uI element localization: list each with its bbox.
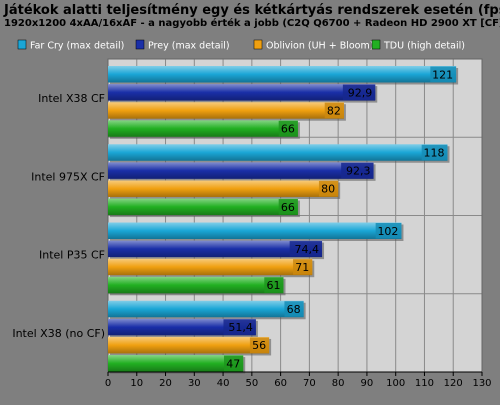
legend: Far Cry (max detail) Prey (max detail) Obl… bbox=[17, 39, 465, 52]
bar bbox=[108, 66, 457, 83]
x-axis: 0 10 20 30 40 50 60 70 80 90 100 110 120 130 bbox=[105, 371, 492, 389]
bar bbox=[108, 336, 270, 354]
chart-subtitle: 1920x1200 4xAA/16xAF - a nagyobb érték a… bbox=[4, 17, 500, 29]
data-label: 102 bbox=[377, 225, 398, 238]
x-tick-label: 100 bbox=[386, 378, 405, 389]
category-label: Intel X38 (no CF) bbox=[12, 327, 105, 340]
data-label: 61 bbox=[266, 279, 280, 292]
bar bbox=[108, 222, 402, 239]
data-label: 92,3 bbox=[346, 165, 371, 178]
legend-swatch bbox=[253, 39, 263, 50]
x-tick-label: 90 bbox=[361, 378, 374, 389]
data-label-bg bbox=[293, 259, 313, 275]
bars: 121 92,9 82 66 118 92,3 80 66 102 74,4 71 61 68 51,4 5… bbox=[108, 66, 459, 374]
data-label: 118 bbox=[423, 147, 444, 160]
category-label: Intel X38 CF bbox=[38, 92, 105, 105]
data-label-bg bbox=[278, 199, 298, 215]
legend-label: Prey (max detail) bbox=[148, 41, 230, 52]
data-label: 68 bbox=[287, 303, 301, 316]
data-label: 71 bbox=[295, 261, 309, 274]
data-label: 121 bbox=[432, 68, 453, 81]
legend-label: Far Cry (max detail) bbox=[30, 41, 124, 52]
bar bbox=[108, 102, 344, 119]
bar bbox=[108, 198, 298, 216]
x-tick-label: 80 bbox=[332, 378, 345, 389]
data-label-bg bbox=[375, 223, 402, 239]
x-tick-label: 70 bbox=[303, 378, 316, 389]
bar bbox=[108, 318, 256, 336]
x-tick-label: 20 bbox=[159, 378, 172, 389]
x-tick-label: 110 bbox=[415, 378, 434, 389]
data-label-bg bbox=[289, 241, 323, 257]
data-label: 74,4 bbox=[295, 243, 320, 256]
category-labels: Intel X38 CF Intel 975X CF Intel P35 CF Int… bbox=[12, 92, 105, 340]
x-tick-label: 40 bbox=[217, 378, 230, 389]
x-tick-label: 10 bbox=[130, 378, 143, 389]
data-label: 80 bbox=[321, 183, 335, 196]
legend-label: Oblivion (UH + Bloom) bbox=[266, 41, 373, 52]
bar bbox=[108, 258, 313, 276]
bar bbox=[108, 84, 376, 101]
bar bbox=[108, 276, 284, 294]
bar bbox=[108, 180, 339, 197]
data-label-bg bbox=[430, 66, 457, 82]
data-label-bg bbox=[341, 162, 374, 179]
bar bbox=[108, 300, 304, 318]
data-label-bg bbox=[223, 319, 256, 335]
data-label-bg bbox=[224, 355, 244, 372]
legend-swatch bbox=[17, 39, 27, 50]
bar bbox=[108, 120, 298, 137]
bar bbox=[108, 162, 374, 179]
data-label-bg bbox=[284, 301, 304, 317]
legend-swatch bbox=[135, 39, 145, 50]
bar bbox=[108, 355, 244, 372]
x-tick-label: 50 bbox=[245, 378, 258, 389]
legend-swatch bbox=[371, 39, 381, 50]
data-label-bg bbox=[342, 84, 376, 101]
data-label-bg bbox=[318, 180, 339, 197]
category-label: Intel 975X CF bbox=[31, 170, 105, 183]
data-label: 66 bbox=[281, 123, 295, 136]
data-label-bg bbox=[264, 277, 284, 293]
data-label: 56 bbox=[252, 339, 266, 352]
data-label-bg bbox=[324, 102, 344, 119]
data-label: 92,9 bbox=[348, 86, 373, 99]
data-label-bg bbox=[421, 144, 448, 161]
data-label: 66 bbox=[281, 201, 295, 214]
bar bbox=[108, 144, 448, 161]
x-tick-label: 0 bbox=[105, 378, 111, 389]
chart-title: Játékok alatti teljesítmény egy és kétká… bbox=[3, 3, 500, 18]
x-tick-label: 60 bbox=[274, 378, 287, 389]
bar bbox=[108, 240, 323, 258]
legend-label: TDU (high detail) bbox=[383, 41, 465, 52]
x-tick-label: 30 bbox=[188, 378, 201, 389]
data-label: 51,4 bbox=[228, 321, 253, 334]
data-label: 82 bbox=[327, 104, 341, 117]
data-label: 47 bbox=[226, 357, 240, 370]
x-tick-label: 120 bbox=[444, 378, 463, 389]
x-tick-label: 130 bbox=[472, 378, 491, 389]
data-label-bg bbox=[278, 120, 298, 137]
data-label-bg bbox=[249, 337, 270, 353]
category-label: Intel P35 CF bbox=[39, 249, 105, 262]
